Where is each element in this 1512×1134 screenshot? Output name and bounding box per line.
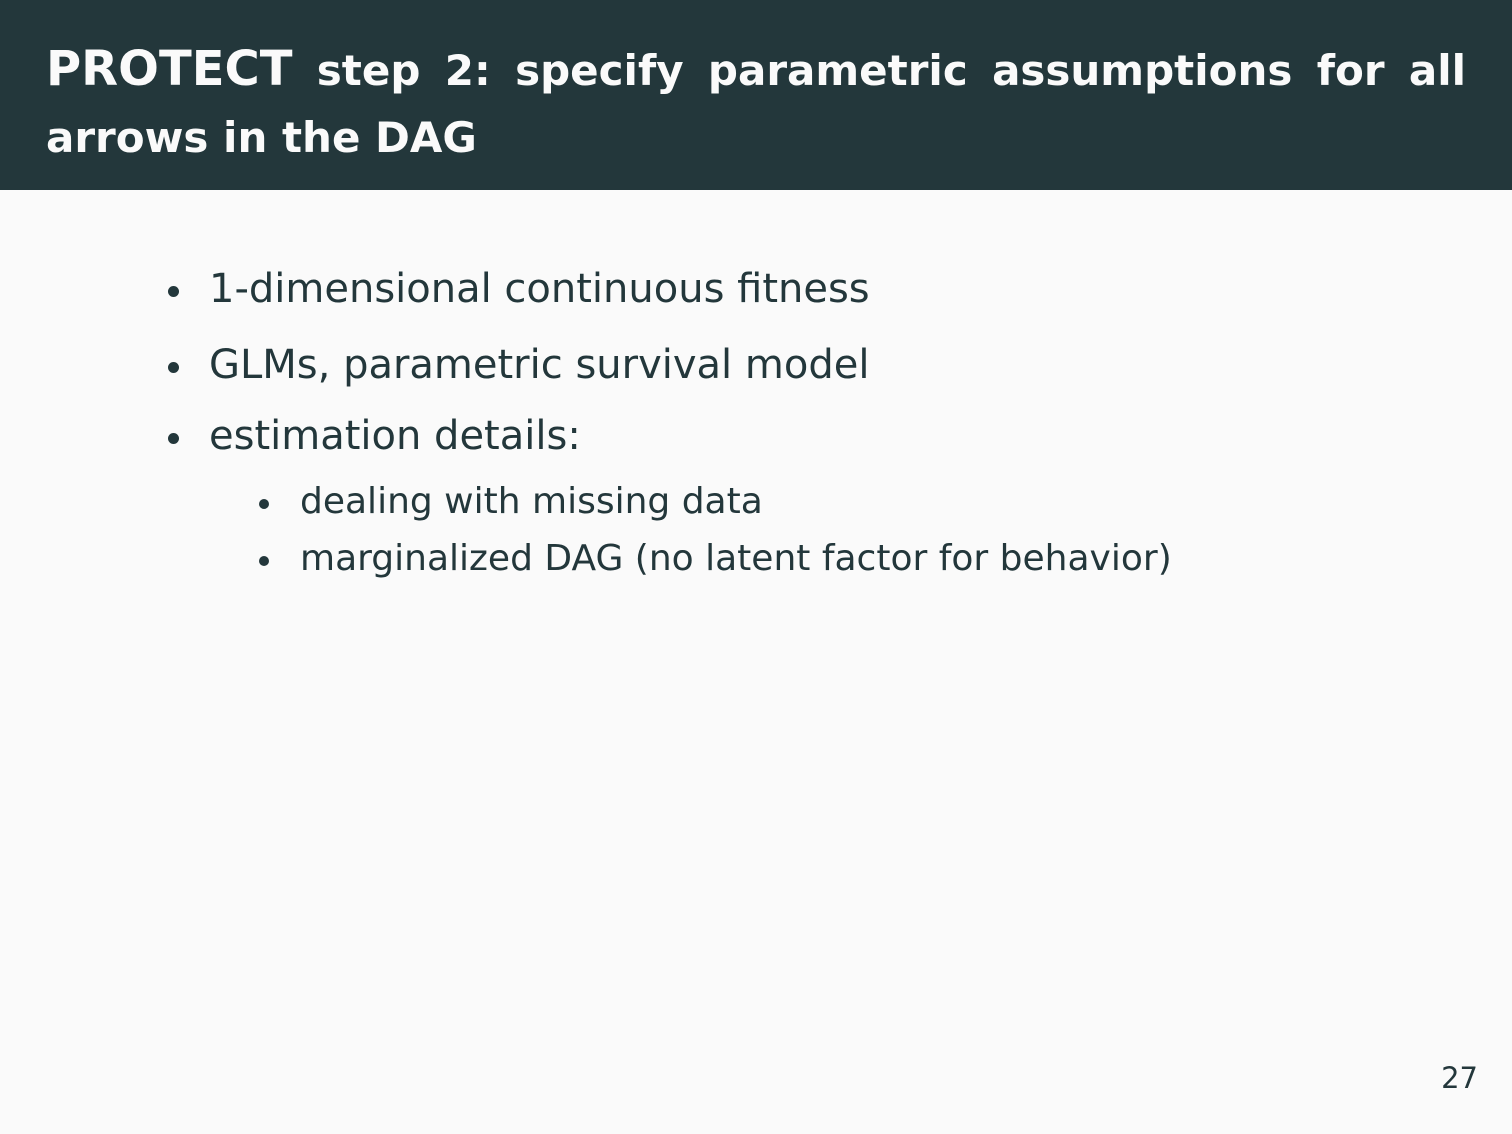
slide-title-bar: PROTECT step 2: specify parametric assum… bbox=[0, 0, 1512, 190]
bullet-dot-icon bbox=[168, 286, 179, 297]
bullet-text: 1-dimensional continuous fitness bbox=[209, 266, 870, 312]
sub-bullet-text: dealing with missing data bbox=[300, 481, 763, 522]
bullet-text: estimation details: bbox=[209, 413, 581, 459]
slide-title-lead: PROTECT bbox=[46, 41, 293, 97]
sub-bullet-text: marginalized DAG (no latent factor for b… bbox=[300, 538, 1172, 579]
bullet-text: GLMs, parametric survival model bbox=[209, 342, 870, 388]
sub-bullet-item: dealing with missing data bbox=[259, 480, 763, 524]
slide-title-rest: step 2: specify parametric assumptions f… bbox=[46, 46, 1467, 162]
sub-bullet-dot-icon bbox=[259, 499, 269, 509]
page-number: 27 bbox=[1441, 1061, 1478, 1095]
bullet-dot-icon bbox=[168, 433, 179, 444]
slide-title: PROTECT step 2: specify parametric assum… bbox=[46, 36, 1466, 171]
bullet-item: 1-dimensional continuous fitness bbox=[168, 265, 870, 313]
bullet-dot-icon bbox=[168, 362, 179, 373]
bullet-item: estimation details: bbox=[168, 412, 581, 460]
bullet-item: GLMs, parametric survival model bbox=[168, 341, 870, 389]
sub-bullet-dot-icon bbox=[259, 556, 269, 566]
sub-bullet-item: marginalized DAG (no latent factor for b… bbox=[259, 537, 1172, 581]
